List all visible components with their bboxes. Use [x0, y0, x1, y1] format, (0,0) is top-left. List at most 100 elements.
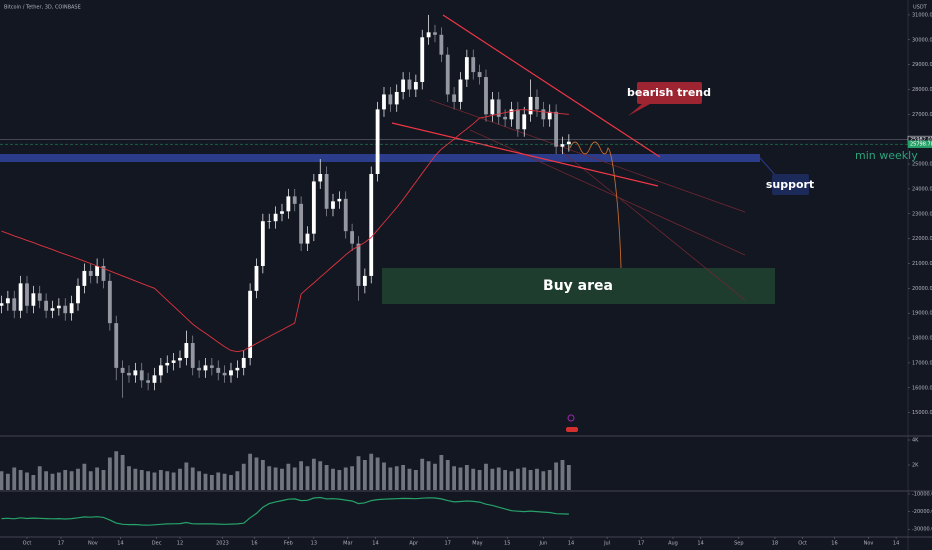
candle-body [388, 94, 393, 105]
bearish-trend-box [637, 82, 702, 104]
chart-title: Bitcoin / Tether, 3D, COINBASE [4, 5, 81, 11]
y-tick-label: 15000.00 [912, 410, 932, 416]
event-icon[interactable] [567, 414, 575, 422]
y-tick-label: 22000.00 [912, 236, 932, 242]
volume-bar [273, 467, 278, 490]
candle-body [426, 32, 431, 38]
channel-line [429, 99, 746, 213]
volume-bar [5, 473, 10, 490]
volume-bar [541, 471, 546, 490]
y-tick-label: 17000.00 [912, 360, 932, 366]
x-tick-label: 2023 [216, 541, 229, 547]
candle-body [203, 365, 208, 371]
candle-body [12, 298, 17, 311]
volume-bar [528, 470, 533, 490]
candle-body [5, 298, 10, 304]
candle-body [260, 221, 265, 266]
volume-bar [471, 468, 476, 490]
price-label: 25982.01 [910, 137, 932, 143]
volume-bar [324, 465, 329, 490]
candle-body [362, 275, 367, 286]
volume-bar [197, 471, 202, 490]
volume-bar [375, 457, 380, 490]
support-box [772, 174, 809, 195]
volume-bar [25, 472, 29, 490]
volume-bar [426, 461, 431, 490]
candle-body [44, 300, 49, 311]
volume-bar [362, 460, 367, 490]
x-tick-label: 15 [504, 541, 510, 547]
x-tick-label: Sep [734, 541, 743, 547]
candle-body [560, 144, 565, 147]
candle-body [503, 116, 508, 120]
y-tick-label: 31000.00 [912, 12, 932, 18]
volume-bar [535, 468, 539, 490]
volume-bar [235, 471, 240, 490]
candle-body [369, 174, 374, 276]
x-tick-label: Oct [23, 541, 32, 547]
y-tick-label: -10000.00 [912, 491, 932, 497]
candle-body [82, 270, 87, 286]
volume-bar [356, 456, 361, 490]
volume-bar [299, 461, 304, 490]
candle-body [535, 96, 539, 110]
x-tick-label: Nov [88, 541, 98, 547]
candle-body [464, 57, 469, 80]
volume-bar [458, 467, 463, 490]
candle-body [458, 79, 463, 102]
volume-bar [547, 470, 552, 490]
y-tick-label: 16000.00 [912, 385, 932, 391]
volume-bar [107, 457, 112, 490]
y-tick-label: 29000.00 [912, 62, 932, 68]
volume-bar [318, 461, 323, 490]
y-tick-label: 25000.00 [912, 162, 932, 168]
x-tick-label: 14 [893, 541, 899, 547]
x-tick-label: 14 [568, 541, 574, 547]
y-tick-label: 27000.00 [912, 112, 932, 118]
volume-bar [560, 460, 565, 490]
candle-body [286, 196, 291, 212]
volume-bar [184, 462, 189, 490]
price-label-box [907, 140, 932, 148]
candle-body [356, 243, 361, 286]
volume-bar [0, 471, 4, 490]
candle-body [222, 372, 227, 376]
volume-bar [369, 453, 374, 490]
volume-bar [452, 466, 457, 490]
candle-body [299, 203, 304, 244]
volume-bar [63, 470, 68, 490]
volume-bar [37, 466, 42, 490]
volume-bar [337, 470, 342, 490]
candle-body [120, 367, 125, 373]
volume-bar [12, 467, 17, 490]
axis-unit: USDT [913, 5, 928, 11]
candle-body [190, 343, 195, 368]
x-tick-label: 17 [638, 541, 644, 547]
candle-body [178, 357, 182, 361]
candle-body [76, 285, 80, 304]
volume-bar [88, 471, 93, 490]
volume-bar [95, 467, 100, 490]
candle-body [509, 109, 514, 120]
candle-body [209, 365, 214, 368]
x-tick-label: 17 [445, 541, 451, 547]
y-tick-label: -30000.00 [912, 527, 932, 533]
volume-bar [120, 455, 125, 490]
candle-body [375, 109, 380, 174]
volume-bar [496, 467, 501, 490]
volume-bar [50, 473, 55, 490]
candle-body [490, 99, 495, 115]
y-tick-label: -20000.00 [912, 509, 932, 515]
event-badge[interactable] [566, 427, 578, 432]
candle-body [280, 211, 284, 214]
volume-bar [76, 468, 80, 490]
y-tick-label: 24000.00 [912, 186, 932, 192]
volume-bar [139, 470, 144, 490]
candle-body [0, 303, 4, 306]
candle-body [241, 357, 246, 368]
candle-body [146, 380, 151, 383]
volume-bar [165, 471, 170, 490]
annotation: bearish trend [627, 86, 711, 99]
y-tick-label: 18000.00 [912, 336, 932, 342]
